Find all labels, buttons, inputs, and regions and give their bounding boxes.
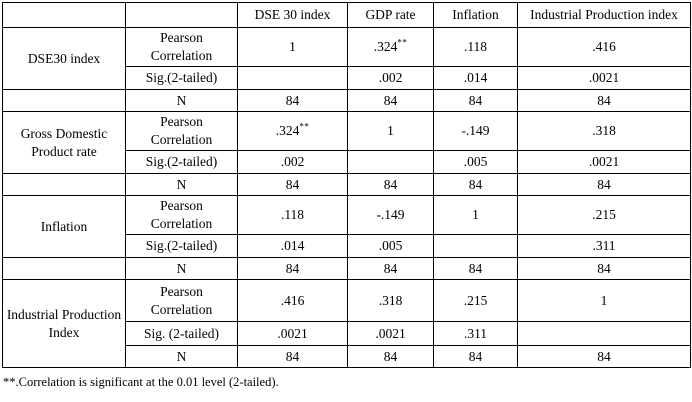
value-cell: 84 bbox=[517, 89, 691, 112]
value-cell: 84 bbox=[347, 173, 434, 196]
significance-stars: ** bbox=[397, 37, 408, 48]
value-cell: 84 bbox=[347, 89, 434, 112]
value-cell: .0021 bbox=[237, 321, 348, 346]
stat-label-cell: Pearson Correlation bbox=[125, 111, 238, 151]
value-cell: .318 bbox=[347, 279, 434, 322]
table-row: Sig. (2-tailed) .0021 .0021 .311 bbox=[3, 321, 691, 346]
value-cell bbox=[237, 66, 348, 90]
value-text: 1 bbox=[289, 39, 296, 55]
page: DSE 30 index GDP rate Inflation Industri… bbox=[2, 2, 691, 389]
table-footnote: **.Correlation is significant at the 0.0… bbox=[3, 375, 279, 389]
value-cell: 84 bbox=[517, 257, 691, 280]
value-cell: 84 bbox=[433, 257, 518, 280]
value-cell: 1 bbox=[433, 195, 518, 235]
value-cell: .0021 bbox=[347, 321, 434, 346]
value-cell: .014 bbox=[237, 234, 348, 258]
significance-stars: ** bbox=[299, 121, 310, 132]
value-text: .324 bbox=[275, 123, 300, 139]
value-cell: 84 bbox=[517, 345, 691, 368]
value-cell: .324** bbox=[347, 27, 434, 67]
value-cell: .002 bbox=[347, 66, 434, 90]
value-cell: .311 bbox=[433, 321, 518, 346]
table-row: Sig.(2-tailed) .014 .005 .311 bbox=[3, 234, 691, 258]
header-row: DSE 30 index GDP rate Inflation Industri… bbox=[2, 2, 691, 28]
value-cell: 84 bbox=[347, 345, 434, 368]
value-cell: -.149 bbox=[347, 195, 434, 235]
table-row: N 84 84 84 84 bbox=[3, 345, 691, 368]
value-cell: .014 bbox=[433, 66, 518, 90]
stat-label-cell: Sig. (2-tailed) bbox=[125, 321, 238, 346]
stat-label-cell: N bbox=[125, 257, 238, 280]
empty-label-cell bbox=[2, 89, 126, 112]
row-label-inflation: Inflation bbox=[2, 195, 126, 258]
value-cell: 84 bbox=[517, 173, 691, 196]
stat-label-cell: Pearson Correlation bbox=[125, 27, 238, 67]
value-cell: 84 bbox=[237, 345, 348, 368]
value-cell: .118 bbox=[237, 195, 348, 235]
value-cell: .215 bbox=[433, 279, 518, 322]
value-cell: -.149 bbox=[433, 111, 518, 151]
value-cell: 84 bbox=[433, 89, 518, 112]
col-header-gdp-rate: GDP rate bbox=[347, 2, 434, 28]
table-row: N 84 84 84 84 bbox=[2, 257, 691, 280]
value-cell: .005 bbox=[347, 234, 434, 258]
header-empty-cell-1 bbox=[2, 2, 126, 28]
header-empty-cell-2 bbox=[125, 2, 238, 28]
value-cell: .005 bbox=[433, 150, 518, 174]
empty-label-cell bbox=[2, 173, 126, 196]
value-text: .118 bbox=[463, 39, 488, 55]
value-text: -.149 bbox=[461, 123, 490, 139]
value-cell: 84 bbox=[433, 345, 518, 368]
empty-label-cell bbox=[2, 257, 126, 280]
value-cell bbox=[433, 234, 518, 258]
value-cell: .0021 bbox=[517, 66, 691, 90]
value-cell: 1 bbox=[237, 27, 348, 67]
table-row: Gross Domestic Product rate Pearson Corr… bbox=[2, 111, 691, 174]
stat-label-cell: N bbox=[125, 173, 238, 196]
value-cell: 84 bbox=[237, 89, 348, 112]
col-header-dse30-index: DSE 30 index bbox=[237, 2, 348, 28]
stat-label-cell: N bbox=[125, 345, 238, 368]
value-cell: 84 bbox=[433, 173, 518, 196]
value-cell: .118 bbox=[433, 27, 518, 67]
value-cell bbox=[347, 150, 434, 174]
table-row: N 84 84 84 84 bbox=[2, 173, 691, 196]
table-row: Sig.(2-tailed) .002 .005 .0021 bbox=[3, 150, 691, 174]
value-cell bbox=[517, 321, 691, 346]
correlation-table: DSE 30 index GDP rate Inflation Industri… bbox=[2, 2, 691, 368]
value-cell: .0021 bbox=[517, 150, 691, 174]
stat-label-cell: Sig.(2-tailed) bbox=[125, 66, 238, 90]
value-text: 1 bbox=[387, 123, 394, 139]
value-cell: .416 bbox=[517, 27, 691, 67]
table-row: N 84 84 84 84 bbox=[2, 89, 691, 112]
row-label-gdp-rate: Gross Domestic Product rate bbox=[2, 111, 126, 174]
value-cell: .002 bbox=[237, 150, 348, 174]
value-cell: 1 bbox=[517, 279, 691, 322]
table-row: Industrial Production Index Pearson Corr… bbox=[2, 279, 691, 368]
stat-label-cell: Sig.(2-tailed) bbox=[125, 150, 238, 174]
value-cell: .416 bbox=[237, 279, 348, 322]
row-label-industrial-production-index: Industrial Production Index bbox=[2, 279, 126, 368]
value-text: .416 bbox=[592, 39, 616, 55]
col-header-industrial-production-index: Industrial Production index bbox=[517, 2, 691, 28]
value-cell: 84 bbox=[347, 257, 434, 280]
value-cell: .311 bbox=[517, 234, 691, 258]
col-header-inflation: Inflation bbox=[433, 2, 518, 28]
value-text: .324 bbox=[373, 39, 398, 55]
stat-label-cell: Pearson Correlation bbox=[125, 279, 238, 322]
value-cell: .318 bbox=[517, 111, 691, 151]
stat-label-cell: Sig.(2-tailed) bbox=[125, 234, 238, 258]
table-row: DSE30 index Pearson Correlation 1 .324**… bbox=[2, 27, 691, 90]
value-text: .318 bbox=[592, 123, 616, 139]
row-label-dse30-index: DSE30 index bbox=[2, 27, 126, 90]
value-cell: 84 bbox=[237, 173, 348, 196]
stat-label-cell: Pearson Correlation bbox=[125, 195, 238, 235]
value-cell: .215 bbox=[517, 195, 691, 235]
value-cell: .324** bbox=[237, 111, 348, 151]
table-row: Inflation Pearson Correlation .118 -.149… bbox=[2, 195, 691, 258]
stat-label-cell: N bbox=[125, 89, 238, 112]
value-cell: 84 bbox=[237, 257, 348, 280]
value-cell: 1 bbox=[347, 111, 434, 151]
